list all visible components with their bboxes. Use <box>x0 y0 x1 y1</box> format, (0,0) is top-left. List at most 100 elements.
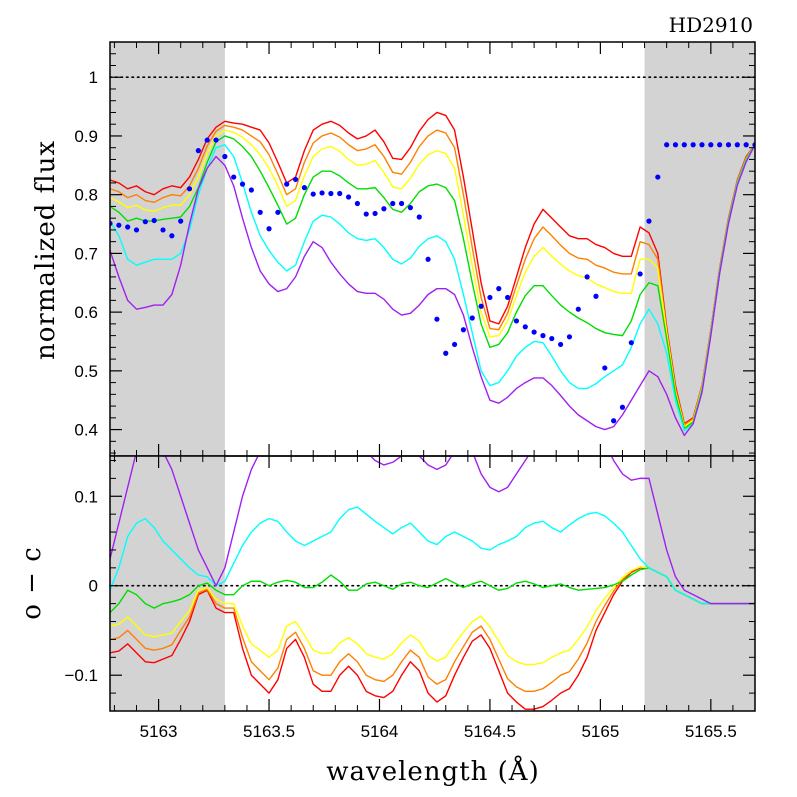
observed-point <box>549 335 555 342</box>
observed-point <box>611 418 617 424</box>
observed-point <box>195 148 201 154</box>
observed-point <box>275 209 281 215</box>
x-tick-label: 5163.5 <box>243 722 295 741</box>
observed-point <box>593 293 599 299</box>
observed-point <box>363 211 369 217</box>
star-label: HD2910 <box>669 13 753 37</box>
y-tick-label: 0.1 <box>74 487 98 506</box>
observed-point <box>292 176 299 183</box>
x-tick-label: 5165 <box>581 722 619 741</box>
observed-point <box>513 318 520 324</box>
observed-point <box>248 187 254 193</box>
y-tick-label: 0.9 <box>74 127 98 146</box>
observed-point <box>725 142 732 148</box>
observed-point <box>566 334 573 340</box>
series-line <box>110 456 755 605</box>
observed-point <box>619 404 626 410</box>
observed-point <box>743 142 749 148</box>
flux-panel: 0.4 0.5 0.6 0.7 0.8 0.9 1 <box>74 41 756 457</box>
observed-point <box>690 142 696 148</box>
observed-point <box>602 365 608 371</box>
y-tick-label: 0.5 <box>74 362 98 381</box>
top-y-axis-title: normalized flux <box>31 140 61 360</box>
observed-point <box>169 233 175 239</box>
y-tick-label: 0.7 <box>74 244 98 263</box>
observed-point <box>655 174 661 180</box>
series-line <box>110 129 755 428</box>
observed-point <box>204 137 210 143</box>
observed-point <box>398 200 405 207</box>
x-tick-label: 5164 <box>361 722 399 741</box>
observed-point <box>257 209 263 215</box>
observed-point <box>390 200 396 207</box>
observed-point <box>186 186 193 192</box>
observed-point <box>319 190 325 196</box>
observed-point <box>496 286 502 292</box>
series-line <box>110 567 755 614</box>
observed-point <box>133 227 140 233</box>
observed-point <box>345 194 352 200</box>
observed-point <box>584 274 590 280</box>
y-tick-label: 0.6 <box>74 303 98 322</box>
observed-point <box>672 142 679 148</box>
series-line <box>110 124 755 426</box>
observed-point <box>301 185 307 191</box>
shaded-region <box>110 42 225 456</box>
observed-point <box>646 218 652 224</box>
series-line <box>110 144 755 437</box>
y-tick-label: −0.1 <box>64 666 98 685</box>
observed-point <box>505 294 511 301</box>
shaded-region <box>644 456 755 711</box>
observed-point <box>354 200 360 207</box>
observed-point <box>222 153 228 160</box>
bottom-y-axis-title: o − c <box>17 546 47 620</box>
residual-panel: 5163 5163.5 5164 5164.5 5165 5165.5 −0.1 0 0.1 <box>64 455 756 741</box>
observed-point <box>443 350 449 356</box>
observed-spectrum <box>110 137 755 424</box>
residual-axis-ticks: 5163 5163.5 5164 5164.5 5165 5165.5 −0.1 0 0.1 <box>64 456 756 741</box>
observed-point <box>142 219 148 225</box>
observed-point <box>125 224 131 230</box>
observed-point <box>178 218 184 224</box>
observed-point <box>717 142 723 148</box>
observed-point <box>708 142 714 148</box>
x-axis-title: wavelength (Å) <box>326 755 539 787</box>
observed-point <box>151 217 157 224</box>
observed-point <box>478 303 484 309</box>
flux-axis-ticks: 0.4 0.5 0.6 0.7 0.8 0.9 1 <box>74 41 756 456</box>
observed-point <box>469 315 475 321</box>
observed-point <box>116 222 122 228</box>
observed-point <box>540 333 546 339</box>
observed-point <box>328 190 334 197</box>
observed-point <box>575 306 581 312</box>
observed-point <box>266 226 272 232</box>
observed-point <box>407 205 414 211</box>
observed-point <box>531 329 537 335</box>
y-tick-label: 0 <box>89 577 98 596</box>
observed-point <box>213 137 219 143</box>
observed-point <box>734 142 740 148</box>
observed-point <box>487 294 493 301</box>
observed-point <box>699 142 705 148</box>
observed-point <box>522 324 528 330</box>
observed-point <box>434 316 440 322</box>
observed-point <box>664 142 670 148</box>
x-tick-label: 5165.5 <box>685 722 737 741</box>
observed-point <box>372 210 378 217</box>
observed-point <box>160 227 166 233</box>
residual-panel-frame <box>109 455 756 712</box>
residual-curves <box>110 456 755 710</box>
observed-point <box>628 340 634 346</box>
y-tick-label: 1 <box>89 68 98 87</box>
observed-point <box>451 341 458 348</box>
series-line <box>110 144 755 432</box>
series-line <box>110 111 755 425</box>
observed-point <box>558 341 564 348</box>
x-tick-label: 5164.5 <box>464 722 516 741</box>
observed-point <box>337 190 343 197</box>
x-tick-label: 5163 <box>140 722 178 741</box>
observed-point <box>231 174 237 180</box>
observed-point <box>284 181 290 187</box>
y-tick-label: 0.4 <box>74 421 98 440</box>
